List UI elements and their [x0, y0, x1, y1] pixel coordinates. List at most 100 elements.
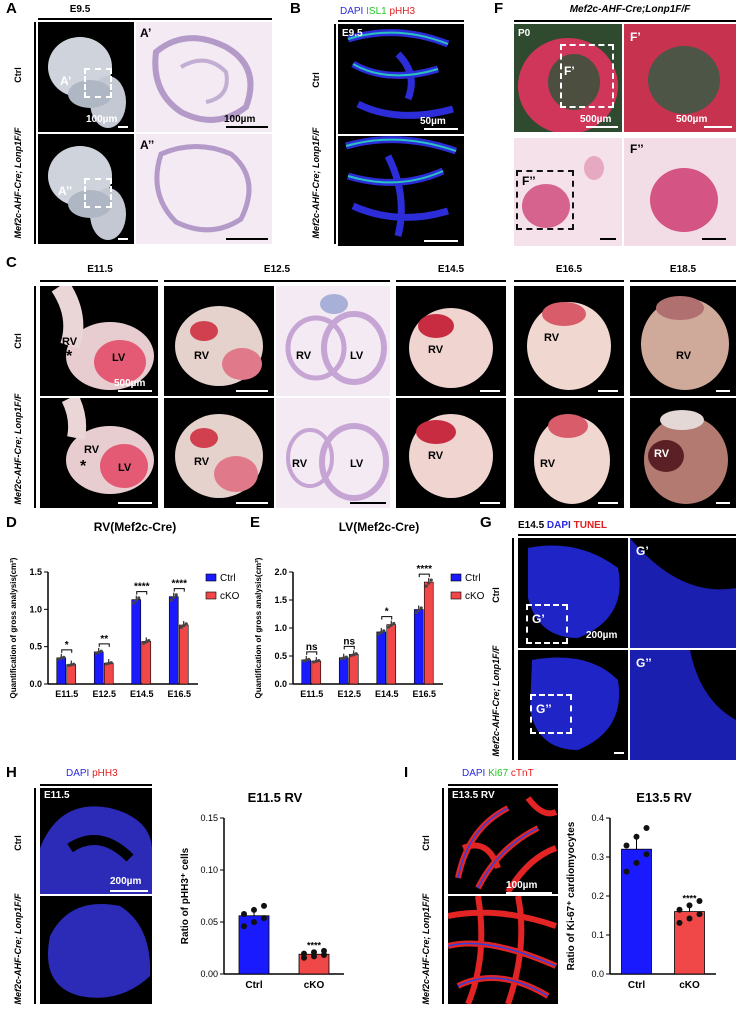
- panel-c-header-line-2: [164, 280, 390, 282]
- panel-c-header-line-1: [40, 280, 158, 282]
- data-point: [172, 595, 176, 600]
- data-point: [132, 601, 136, 605]
- data-point: [686, 902, 693, 909]
- panel-b-stain-phh3: pHH3: [389, 6, 416, 17]
- bar: [168, 596, 179, 685]
- significance-label: *: [65, 640, 69, 651]
- panel-c-e11-cko-asterisk: *: [80, 458, 87, 475]
- panel-b-scale-label: 50µm: [420, 116, 446, 127]
- panel-g-image-cko: [518, 650, 628, 760]
- panel-c-e12-ctrl-rv: RV: [194, 350, 210, 362]
- panel-a-scale-label-hist-ctrl: 100µm: [224, 114, 256, 125]
- data-point: [241, 923, 247, 930]
- data-point: [97, 650, 101, 654]
- panel-a-stage: E9.5: [69, 4, 91, 15]
- data-point: [623, 868, 630, 875]
- panel-c-scale-bar: [118, 390, 152, 392]
- panel-h-divider: [34, 788, 36, 1004]
- data-point: [379, 630, 383, 635]
- data-point: [696, 897, 703, 904]
- legend-label: Ctrl: [465, 573, 481, 584]
- panel-f-histology-zoom: [624, 138, 736, 246]
- legend-swatch: [450, 591, 462, 600]
- panel-c-e11-cko: [40, 398, 158, 508]
- data-point: [261, 915, 267, 922]
- significance-label: ****: [682, 893, 697, 903]
- significance-bracket: [98, 643, 110, 647]
- panel-b-stain-isl1: ISL1: [366, 6, 387, 17]
- data-point: [184, 622, 188, 626]
- panel-f-scale-bar-left: [586, 126, 618, 128]
- panel-a-inset-box-cko: [84, 178, 112, 208]
- bar: [423, 581, 434, 685]
- bar: [621, 848, 652, 975]
- panel-i-stain-dapi: DAPI: [462, 768, 486, 779]
- panel-g-scale-label: 200µm: [586, 630, 618, 641]
- panel-c-e12-hist-cko-rv: RV: [292, 458, 308, 470]
- data-point: [417, 608, 421, 612]
- significance-label: ****: [171, 579, 187, 590]
- data-point: [349, 653, 353, 658]
- panel-a-scale-bar-hist-ctrl: [226, 126, 268, 128]
- significance-bracket: [61, 649, 73, 653]
- legend-swatch: [450, 573, 462, 582]
- data-point: [109, 661, 113, 665]
- data-point: [317, 658, 321, 663]
- data-point: [301, 950, 307, 957]
- data-point: [696, 911, 703, 918]
- x-tick-label: E11.5: [55, 689, 78, 699]
- panel-b-scale-bar-cko: [424, 240, 458, 242]
- x-tick-label: Ctrl: [628, 980, 645, 991]
- data-point: [311, 953, 317, 960]
- panel-b-header-line: [338, 20, 464, 22]
- data-point: [169, 598, 173, 602]
- panel-c-e16-ctrl: [514, 286, 624, 396]
- data-point: [424, 584, 428, 588]
- data-point: [137, 596, 141, 600]
- y-tick-label: 0.3: [591, 852, 604, 862]
- panel-c-e12-hist-cko-lv: LV: [350, 458, 364, 470]
- data-point: [429, 578, 433, 582]
- panel-f-scale-bar-hist-left: [600, 238, 616, 240]
- y-tick-label: 0.15: [200, 813, 218, 823]
- panel-a-scale-bar-hist-cko: [226, 238, 268, 240]
- data-point: [174, 593, 178, 597]
- data-point: [352, 653, 356, 657]
- panel-i-header-line: [448, 784, 558, 786]
- chart-i: 0.0 0.1 0.2 0.3 0.4 Ratio of Ki-67⁺ cardiomyo…: [566, 813, 716, 991]
- bar: [93, 651, 104, 685]
- panel-c-e16-cko: [514, 398, 624, 508]
- panel-i-stain-ki67: Ki67: [488, 768, 509, 779]
- panel-f-inset-title-bottom: F’’: [630, 142, 644, 156]
- panel-a-divider: [34, 22, 36, 244]
- panel-g-stain-legend: E14.5 DAPI TUNEL: [518, 520, 607, 531]
- panel-i-image-ctrl: [448, 788, 558, 894]
- legend-swatch: [205, 573, 217, 582]
- data-point: [643, 824, 650, 831]
- chart-d: 0.0 0.5 1.0 1.5 Quantification of gross anal…: [9, 557, 240, 699]
- y-tick-label: 1.0: [274, 623, 287, 633]
- panel-c-e12-ctrl-gross: [164, 286, 274, 396]
- y-axis-label: Ratio of pHH3⁺ cells: [180, 847, 191, 944]
- panel-h-header-line: [40, 784, 152, 786]
- panel-b-stage: E9.5: [342, 28, 363, 39]
- panel-b-image-cko: [338, 136, 464, 246]
- y-tick-label: 1.0: [29, 604, 42, 614]
- panel-g-row-ctrl: Ctrl: [491, 587, 501, 603]
- panel-b-scale-bar: [424, 128, 458, 130]
- panel-c-divider: [34, 286, 36, 508]
- bar: [338, 657, 349, 685]
- panel-b-row-cko: Mef2c-AHF-Cre; Lonp1F/F: [311, 127, 321, 239]
- panel-c-e16-cko-rv: RV: [540, 458, 556, 470]
- panel-c-stage-e11: E11.5: [87, 264, 113, 275]
- panel-label-d: D: [6, 514, 17, 531]
- significance-bracket: [173, 588, 185, 592]
- y-tick-label: 0.00: [200, 969, 218, 979]
- data-point: [241, 911, 247, 918]
- significance-label: ****: [416, 564, 432, 575]
- panel-c-e12-cko-scale-bar: [236, 502, 268, 504]
- panel-e-title-text: LV(Mef2c-Cre): [338, 520, 420, 534]
- x-tick-label: E12.5: [92, 689, 116, 699]
- y-tick-label: 1.5: [274, 595, 287, 605]
- panel-h-chart-title: E11.5 RV: [247, 790, 303, 805]
